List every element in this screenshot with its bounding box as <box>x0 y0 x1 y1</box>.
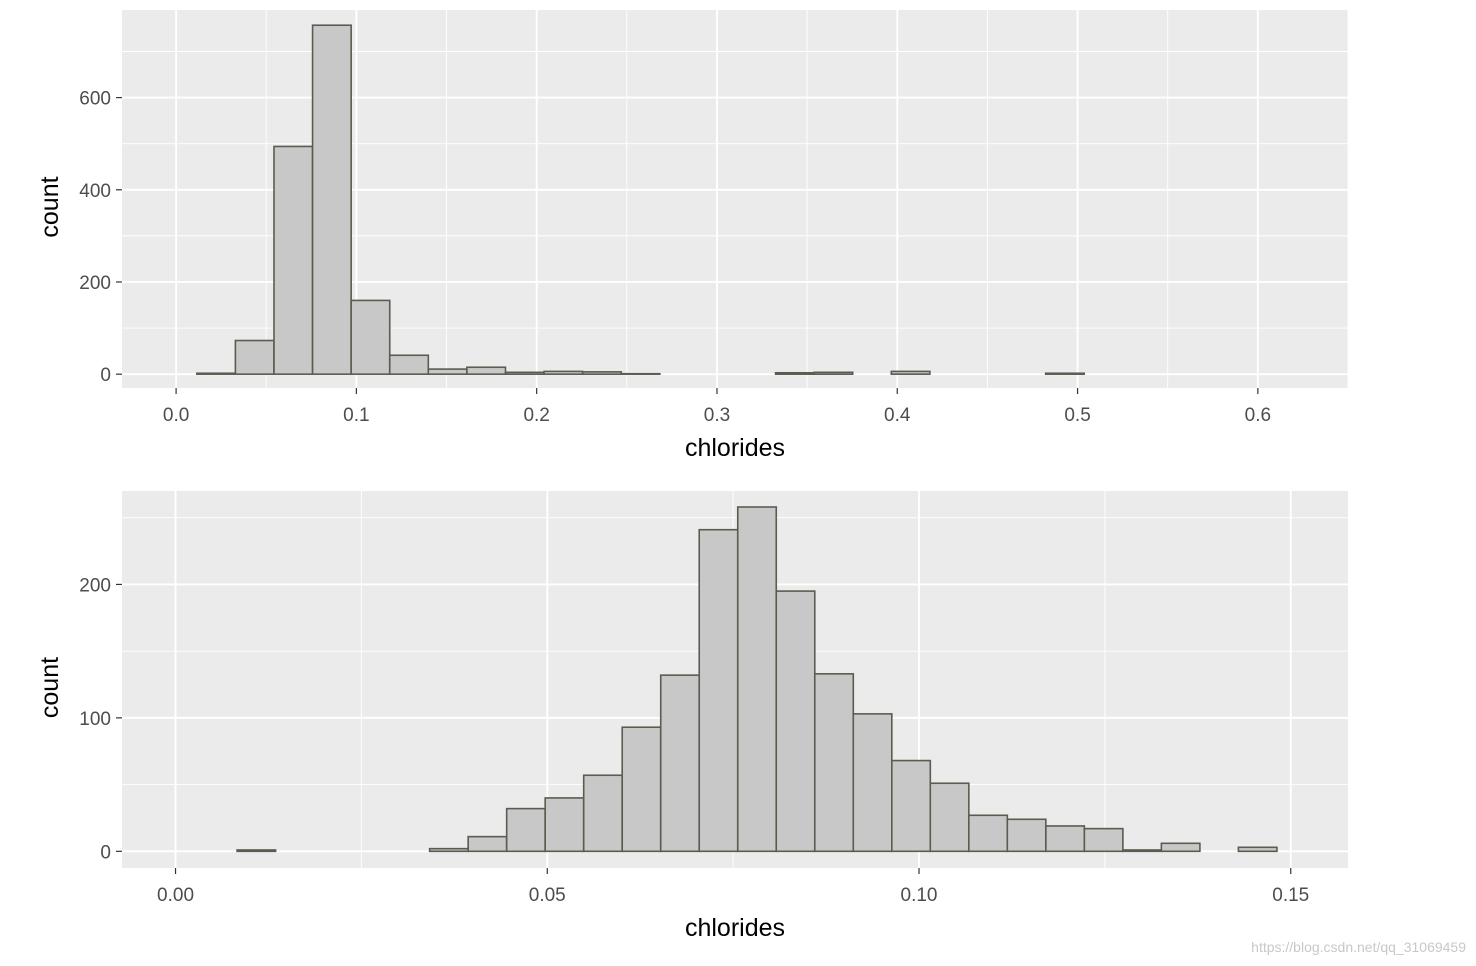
histogram-bar <box>581 371 623 375</box>
histogram-bar <box>467 835 508 853</box>
histogram-bar <box>427 368 468 375</box>
histogram-bar <box>466 366 507 375</box>
watermark-text: https://blog.csdn.net/qq_31069459 <box>1251 939 1466 955</box>
bottom-histogram-panel: 0 100 200 0.00 0.05 0.10 0.15 chlorides count <box>36 491 1348 942</box>
y-tick-label: 100 <box>79 709 111 730</box>
x-tick-label: 0.15 <box>1272 885 1309 906</box>
top-histogram-panel: 0 200 400 600 0.0 0.1 0.2 0.3 0.4 0.5 0.6 chlorides… <box>36 10 1349 462</box>
histogram-bar <box>1237 846 1278 853</box>
histogram-bar <box>698 528 739 853</box>
histogram-bar <box>1045 825 1086 853</box>
histogram-bar <box>350 299 391 375</box>
histogram-bar <box>196 372 237 375</box>
histogram-bar <box>544 797 585 853</box>
histogram-bar <box>1006 818 1047 853</box>
y-axis-title: count <box>36 657 64 718</box>
histogram-bar <box>504 371 545 375</box>
histogram-bar <box>311 24 352 375</box>
y-tick-label: 400 <box>79 181 111 202</box>
histogram-bar <box>621 726 662 853</box>
x-tick-label: 0.2 <box>523 405 549 426</box>
histogram-bar <box>852 713 893 853</box>
x-tick-label: 0.4 <box>884 405 911 426</box>
histogram-bar <box>1160 842 1201 853</box>
histogram-bar <box>968 814 1009 853</box>
histogram-bar <box>388 354 430 375</box>
y-tick-label: 200 <box>79 273 111 294</box>
x-axis-title: chlorides <box>685 434 785 462</box>
x-tick-label: 0.05 <box>529 885 566 906</box>
histogram-bar <box>1083 827 1124 853</box>
x-axis-title: chlorides <box>685 914 785 942</box>
histogram-bar <box>1122 849 1163 853</box>
x-tick-label: 0.1 <box>343 405 369 426</box>
x-tick-label: 0.10 <box>901 885 938 906</box>
histogram-bar <box>543 370 584 375</box>
histogram-bar <box>234 339 275 375</box>
x-tick-label: 0.00 <box>157 885 194 906</box>
histogram-bar <box>813 673 855 853</box>
histogram-bar <box>1044 372 1086 375</box>
histogram-bar <box>929 782 970 853</box>
histogram-bar <box>428 847 469 853</box>
histogram-bar <box>505 807 546 853</box>
histogram-bar <box>659 674 701 853</box>
histogram-bar <box>236 849 277 853</box>
histogram-bar <box>891 759 932 853</box>
y-tick-label: 200 <box>79 575 111 596</box>
histogram-bar <box>774 371 815 375</box>
y-tick-label: 0 <box>100 365 111 386</box>
histogram-bar <box>736 506 778 853</box>
x-tick-label: 0.6 <box>1245 405 1271 426</box>
histogram-bar <box>582 774 624 853</box>
x-tick-label: 0.3 <box>704 405 730 426</box>
histogram-bar <box>273 145 314 375</box>
histogram-bar <box>813 371 854 375</box>
histogram-bar <box>775 590 816 853</box>
y-tick-label: 600 <box>79 89 111 110</box>
x-tick-label: 0.0 <box>163 405 189 426</box>
x-tick-label: 0.5 <box>1064 405 1090 426</box>
y-axis-title: count <box>36 176 64 237</box>
y-tick-label: 0 <box>100 842 111 863</box>
histogram-bar <box>890 370 931 375</box>
